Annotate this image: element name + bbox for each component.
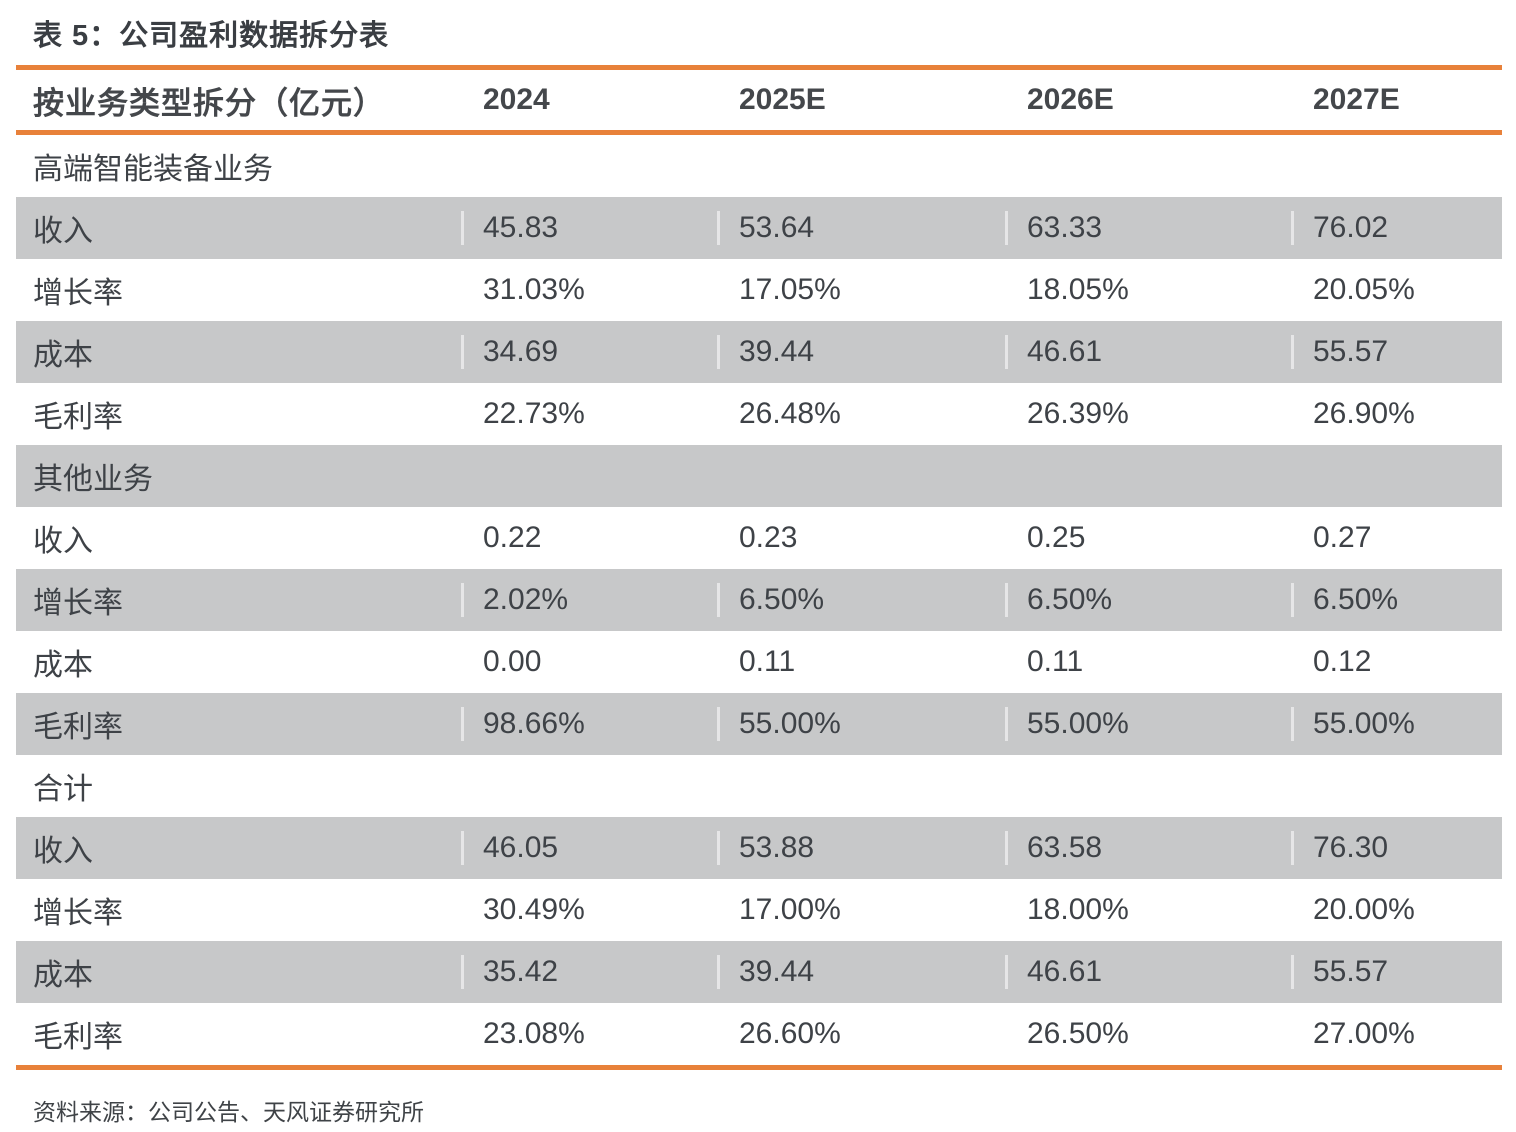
- cell-value: 18.00%: [1027, 893, 1129, 926]
- cell-value: 0.12: [1313, 645, 1372, 678]
- table-row: 成本 35.42 39.44 46.61 55.57: [16, 941, 1502, 1003]
- table-row: 毛利率 22.73% 26.48% 26.39% 26.90%: [16, 383, 1502, 445]
- cell-value: 55.00%: [1005, 707, 1291, 741]
- cell-value: 20.00%: [1313, 893, 1415, 926]
- cell-value: 0.22: [483, 521, 542, 554]
- cell-value: 55.57: [1291, 955, 1502, 989]
- cell-value: 0.11: [739, 645, 796, 678]
- row-label: 增长率: [33, 277, 123, 310]
- row-label: 收入: [33, 215, 93, 248]
- table-title: 表 5：公司盈利数据拆分表: [33, 20, 390, 52]
- table-row: 增长率 30.49% 17.00% 18.00% 20.00%: [16, 879, 1502, 941]
- table-row: 收入 0.22 0.23 0.25 0.27: [16, 507, 1502, 569]
- cell-value: 76.02: [1291, 211, 1502, 245]
- cell-value: 17.05%: [739, 273, 841, 306]
- table-row: 成本 0.00 0.11 0.11 0.12: [16, 631, 1502, 693]
- cell-value: 0.27: [1313, 521, 1372, 554]
- cell-value: 18.05%: [1027, 273, 1129, 306]
- cell-value: 39.44: [717, 955, 1005, 989]
- row-label: 增长率: [33, 587, 123, 620]
- cell-value: 55.00%: [717, 707, 1005, 741]
- header-2026e: 2026E: [1027, 83, 1114, 116]
- row-label: 毛利率: [33, 711, 123, 744]
- cell-value: 22.73%: [483, 397, 585, 430]
- row-label: 毛利率: [33, 401, 123, 434]
- cell-value: 6.50%: [1291, 583, 1502, 617]
- cell-value: 6.50%: [1005, 583, 1291, 617]
- cell-value: 26.50%: [1027, 1017, 1129, 1050]
- cell-value: 46.61: [1005, 335, 1291, 369]
- table-header-rule: [16, 130, 1502, 135]
- cell-value: 0.11: [1027, 645, 1084, 678]
- row-label: 增长率: [33, 897, 123, 930]
- cell-value: 98.66%: [461, 707, 717, 741]
- cell-value: 26.48%: [739, 397, 841, 430]
- table-top-rule: [16, 65, 1502, 70]
- cell-value: 53.64: [717, 211, 1005, 245]
- cell-value: 30.49%: [483, 893, 585, 926]
- cell-value: 63.33: [1005, 211, 1291, 245]
- header-2025e: 2025E: [739, 83, 826, 116]
- row-label: 成本: [33, 649, 93, 682]
- cell-value: 63.58: [1005, 831, 1291, 865]
- table-row: 成本 34.69 39.44 46.61 55.57: [16, 321, 1502, 383]
- table-bottom-rule: [16, 1065, 1502, 1070]
- cell-value: 35.42: [461, 955, 717, 989]
- cell-value: 0.23: [739, 521, 798, 554]
- header-2024: 2024: [483, 83, 550, 116]
- row-label: 成本: [33, 339, 93, 372]
- cell-value: 17.00%: [739, 893, 841, 926]
- table-row: 收入 46.05 53.88 63.58 76.30: [16, 817, 1502, 879]
- cell-value: 46.05: [461, 831, 717, 865]
- cell-value: 2.02%: [461, 583, 717, 617]
- table-row: 毛利率 98.66% 55.00% 55.00% 55.00%: [16, 693, 1502, 755]
- source-note: 资料来源：公司公告、天风证券研究所: [33, 1099, 424, 1125]
- cell-value: 0.25: [1027, 521, 1086, 554]
- cell-value: 34.69: [461, 335, 717, 369]
- table-row: 增长率 31.03% 17.05% 18.05% 20.05%: [16, 259, 1502, 321]
- cell-value: 6.50%: [717, 583, 1005, 617]
- section-row: 合计: [16, 755, 1502, 817]
- cell-value: 55.00%: [1291, 707, 1502, 741]
- cell-value: 26.60%: [739, 1017, 841, 1050]
- section-label: 合计: [33, 773, 93, 806]
- cell-value: 23.08%: [483, 1017, 585, 1050]
- cell-value: 55.57: [1291, 335, 1502, 369]
- section-label: 其他业务: [33, 463, 153, 496]
- cell-value: 53.88: [717, 831, 1005, 865]
- row-label: 毛利率: [33, 1021, 123, 1054]
- table-header-row: 按业务类型拆分（亿元） 2024 2025E 2026E 2027E: [16, 70, 1502, 130]
- cell-value: 0.00: [483, 645, 542, 678]
- section-row: 高端智能装备业务: [16, 135, 1502, 197]
- section-row: 其他业务: [16, 445, 1502, 507]
- cell-value: 20.05%: [1313, 273, 1415, 306]
- cell-value: 26.90%: [1313, 397, 1415, 430]
- cell-value: 45.83: [461, 211, 717, 245]
- row-label: 收入: [33, 835, 93, 868]
- cell-value: 39.44: [717, 335, 1005, 369]
- cell-value: 46.61: [1005, 955, 1291, 989]
- row-label: 收入: [33, 525, 93, 558]
- header-2027e: 2027E: [1313, 83, 1400, 116]
- cell-value: 76.30: [1291, 831, 1502, 865]
- cell-value: 27.00%: [1313, 1017, 1415, 1050]
- profit-breakdown-table: 按业务类型拆分（亿元） 2024 2025E 2026E 2027E 高端智能装…: [16, 65, 1502, 1070]
- row-label: 成本: [33, 959, 93, 992]
- table-row: 增长率 2.02% 6.50% 6.50% 6.50%: [16, 569, 1502, 631]
- table-row: 毛利率 23.08% 26.60% 26.50% 27.00%: [16, 1003, 1502, 1065]
- cell-value: 26.39%: [1027, 397, 1129, 430]
- table-row: 收入 45.83 53.64 63.33 76.02: [16, 197, 1502, 259]
- header-business-type: 按业务类型拆分（亿元）: [33, 85, 385, 121]
- cell-value: 31.03%: [483, 273, 585, 306]
- section-label: 高端智能装备业务: [33, 153, 273, 186]
